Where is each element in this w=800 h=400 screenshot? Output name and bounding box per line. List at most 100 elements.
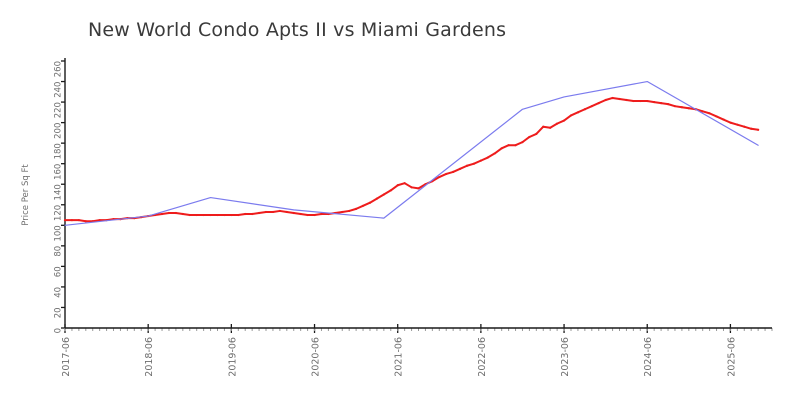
x-tick-label: 2024-06 bbox=[643, 337, 654, 377]
data-point-marker bbox=[514, 144, 517, 147]
data-point-marker bbox=[542, 125, 545, 128]
data-point-marker bbox=[195, 213, 198, 217]
data-point-marker bbox=[590, 105, 593, 108]
data-point-marker bbox=[202, 213, 205, 217]
y-tick-label: 180 bbox=[54, 143, 64, 159]
y-tick-label: 200 bbox=[54, 123, 64, 139]
data-point-marker bbox=[639, 99, 642, 103]
y-tick-label: 60 bbox=[54, 266, 64, 277]
data-point-marker bbox=[715, 115, 718, 118]
data-point-marker bbox=[660, 102, 663, 105]
data-point-marker bbox=[98, 219, 101, 222]
data-point-marker bbox=[618, 97, 621, 101]
data-point-marker bbox=[285, 210, 288, 214]
data-point-marker bbox=[458, 167, 462, 170]
data-point-marker bbox=[320, 212, 323, 216]
series-lines bbox=[63, 80, 760, 226]
data-point-marker bbox=[708, 112, 711, 115]
x-tick-label: 2025-06 bbox=[726, 337, 737, 377]
data-point-marker bbox=[465, 164, 469, 167]
x-tick-label: 2017-06 bbox=[61, 337, 72, 377]
y-tick-label: 240 bbox=[54, 82, 64, 98]
data-point-marker bbox=[562, 119, 566, 122]
data-point-marker bbox=[625, 98, 628, 102]
data-point-marker bbox=[251, 212, 254, 216]
data-point-marker bbox=[271, 210, 275, 214]
x-tick-label: 2021-06 bbox=[394, 337, 405, 377]
series-line-1 bbox=[64, 96, 760, 223]
data-point-marker bbox=[653, 100, 656, 104]
data-point-marker bbox=[535, 132, 538, 136]
data-point-marker bbox=[438, 175, 441, 179]
data-point-marker bbox=[673, 105, 677, 108]
y-tick-label: 120 bbox=[54, 205, 64, 221]
data-point-marker bbox=[680, 106, 683, 109]
data-point-marker bbox=[583, 108, 586, 111]
chart-title: New World Condo Apts II vs Miami Gardens bbox=[88, 19, 507, 41]
data-point-marker bbox=[666, 103, 670, 106]
y-tick-label: 100 bbox=[54, 225, 64, 241]
data-point-marker bbox=[410, 186, 413, 189]
data-point-marker bbox=[375, 197, 379, 200]
data-point-marker bbox=[244, 212, 247, 216]
y-tick-label: 0 bbox=[54, 328, 64, 333]
data-point-marker bbox=[701, 110, 704, 113]
y-tick-label: 160 bbox=[54, 164, 64, 180]
data-point-marker bbox=[299, 212, 302, 216]
data-point-marker bbox=[528, 135, 531, 139]
data-point-marker bbox=[556, 122, 559, 125]
y-tick-label: 140 bbox=[54, 184, 64, 200]
x-tick-label: 2019-06 bbox=[227, 337, 238, 377]
data-point-marker bbox=[722, 118, 725, 121]
y-tick-label: 220 bbox=[54, 102, 64, 118]
data-point-marker bbox=[445, 172, 448, 176]
data-point-marker bbox=[743, 125, 746, 128]
data-point-marker bbox=[521, 141, 524, 144]
data-point-marker bbox=[188, 213, 191, 217]
data-point-marker bbox=[750, 127, 753, 130]
data-point-marker bbox=[382, 193, 385, 196]
data-point-marker bbox=[479, 159, 482, 162]
data-point-marker bbox=[355, 207, 358, 210]
data-point-marker bbox=[368, 201, 372, 204]
x-tick-label: 2020-06 bbox=[311, 337, 322, 377]
data-point-marker bbox=[493, 152, 496, 155]
data-point-marker bbox=[472, 162, 476, 165]
data-point-marker bbox=[216, 213, 219, 217]
data-point-marker bbox=[549, 126, 552, 129]
data-point-marker bbox=[230, 213, 233, 217]
data-point-marker bbox=[417, 187, 420, 190]
data-point-marker bbox=[313, 213, 316, 217]
data-point-marker bbox=[160, 212, 164, 216]
data-point-marker bbox=[63, 219, 67, 222]
data-point-marker bbox=[757, 128, 760, 131]
y-tick-label: 40 bbox=[54, 287, 64, 298]
data-point-marker bbox=[257, 211, 261, 215]
data-point-marker bbox=[341, 210, 344, 214]
data-point-marker bbox=[403, 182, 406, 185]
data-point-marker bbox=[70, 219, 74, 222]
data-point-marker bbox=[632, 99, 635, 103]
series-line-2 bbox=[64, 80, 759, 226]
data-point-marker bbox=[500, 147, 503, 150]
data-point-marker bbox=[306, 213, 309, 217]
data-point-marker bbox=[597, 102, 600, 105]
data-point-marker bbox=[486, 156, 489, 159]
data-point-marker bbox=[278, 209, 281, 213]
data-point-marker bbox=[348, 209, 351, 213]
data-point-marker bbox=[174, 211, 177, 215]
data-point-marker bbox=[292, 211, 295, 215]
data-point-marker bbox=[361, 204, 365, 207]
data-point-marker bbox=[507, 144, 510, 147]
y-tick-label: 80 bbox=[54, 246, 64, 257]
data-point-marker bbox=[729, 121, 732, 124]
data-point-marker bbox=[604, 98, 607, 102]
data-point-marker bbox=[569, 114, 573, 117]
y-tick-label: 20 bbox=[54, 307, 64, 318]
data-point-marker bbox=[576, 111, 580, 114]
data-point-marker bbox=[687, 107, 690, 110]
data-point-marker bbox=[237, 213, 240, 217]
data-point-marker bbox=[646, 99, 649, 103]
